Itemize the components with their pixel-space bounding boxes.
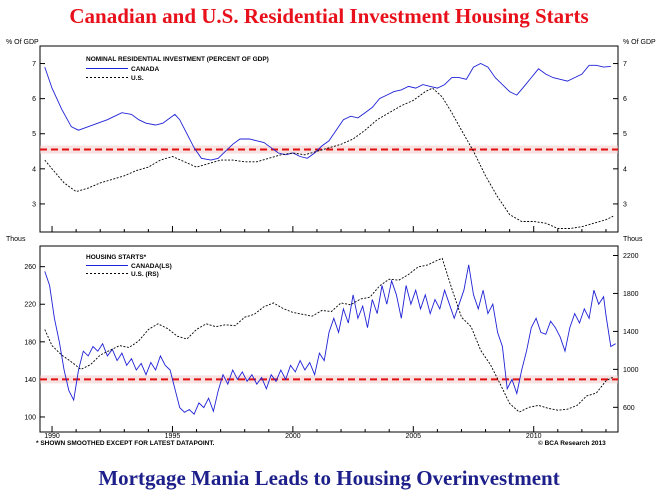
source-credit: © BCA Research 2013 — [538, 439, 606, 447]
panel2-ytick-label-right-1: 1000 — [623, 367, 639, 374]
panel1-ytick-label-left-4: 7 — [32, 61, 36, 68]
panel1-ytick-label-left-3: 6 — [32, 96, 36, 103]
panel2-ytick-label-left-3: 220 — [24, 302, 36, 309]
panel2-ytick-label-right-2: 1400 — [623, 329, 639, 336]
panel1-ytick-label-right-4: 7 — [623, 61, 627, 68]
panel2-right-unit: Thous — [623, 236, 643, 243]
xtick-label-0: 1990 — [44, 433, 60, 440]
bottom-title: Mortgage Mania Leads to Housing Overinve… — [98, 466, 560, 490]
panel1-series-us-line — [44, 87, 614, 229]
panel2-ytick-label-right-0: 600 — [623, 405, 635, 412]
panel2-series-us-line — [44, 257, 614, 413]
panel1-ytick-label-right-2: 5 — [623, 131, 627, 138]
xtick-label-3: 2005 — [406, 433, 422, 440]
panel2-ytick-label-left-0: 100 — [24, 414, 36, 421]
panel2-legend-us-label: U.S. (RS) — [131, 271, 159, 278]
xtick-label-1: 1995 — [165, 433, 181, 440]
panel2-ytick-label-right-4: 2200 — [623, 253, 639, 260]
panel2-ytick-label-left-2: 180 — [24, 339, 36, 346]
panel1-title: NOMINAL RESIDENTIAL INVESTMENT (PERCENT … — [86, 56, 269, 63]
panel2-ytick-label-left-4: 260 — [24, 264, 36, 271]
panel1-ytick-label-left-2: 5 — [32, 131, 36, 138]
panel1-series-canada-line — [44, 62, 611, 161]
panel1-frame — [39, 45, 619, 233]
xtick-label-4: 2010 — [526, 433, 542, 440]
panel1-ytick-label-right-0: 3 — [623, 201, 627, 208]
panel1-left-unit: % Of GDP — [6, 39, 39, 46]
panel1-legend-canada-label: CANADA — [131, 66, 159, 73]
panel1-ytick-label-right-3: 6 — [623, 96, 627, 103]
panel2-ytick-label-right-3: 1800 — [623, 291, 639, 298]
panel1-ytick-label-left-0: 3 — [32, 201, 36, 208]
panel2-legend-canada-label: CANADA(LS) — [131, 263, 172, 270]
panel1-legend-us-label: U.S. — [131, 75, 144, 82]
footnote: * SHOWN SMOOTHED EXCEPT FOR LATEST DATAP… — [36, 440, 215, 447]
panel1-ytick-label-left-1: 4 — [32, 166, 36, 173]
panel2-left-unit: Thous — [6, 236, 26, 243]
panel2-series-canada-line — [44, 264, 616, 415]
panel1-right-unit: % Of GDP — [623, 39, 656, 46]
top-title: Canadian and U.S. Residential Investment… — [69, 4, 589, 28]
panel2-title: HOUSING STARTS* — [86, 254, 147, 261]
panel1-ytick-label-right-1: 4 — [623, 166, 627, 173]
panel2-ytick-label-left-1: 140 — [24, 377, 36, 384]
xtick-label-2: 2000 — [285, 433, 301, 440]
panel2-frame — [39, 245, 619, 433]
